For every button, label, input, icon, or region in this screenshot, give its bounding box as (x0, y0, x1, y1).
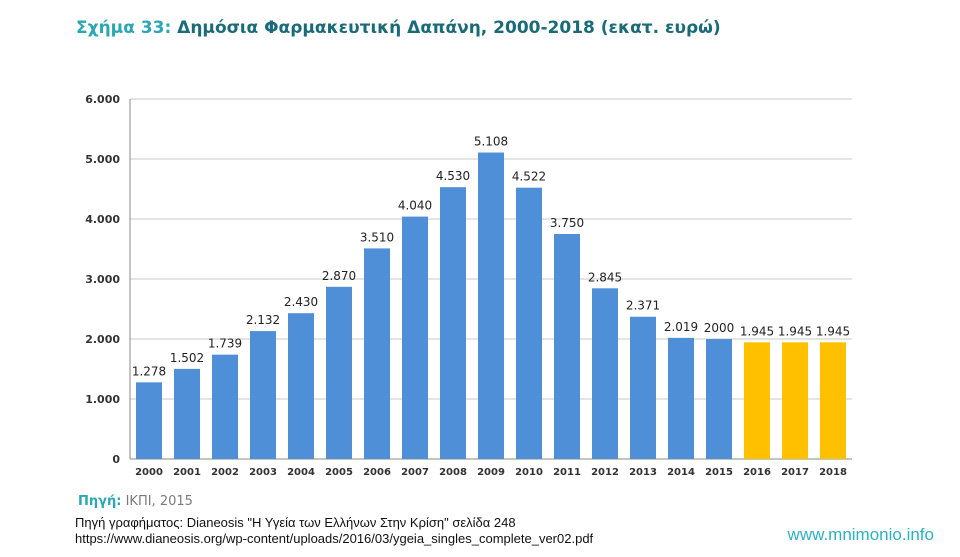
bar-value-label: 2.132 (246, 313, 280, 327)
bar (478, 152, 504, 459)
y-tick-label: 3.000 (85, 273, 120, 286)
bar-value-label: 4.522 (512, 170, 546, 184)
bar-value-label: 1.945 (778, 324, 812, 338)
chart-reference: Πηγή γραφήματος: Dianeosis "Η Υγεία των … (75, 515, 593, 547)
site-watermark: www.mnimonio.info (787, 525, 934, 544)
bar-value-label: 1.739 (208, 337, 242, 351)
x-tick-label: 2018 (819, 467, 847, 478)
x-tick-label: 2003 (249, 467, 277, 478)
bar (326, 286, 352, 459)
bar-value-label: 2.371 (626, 299, 660, 313)
x-tick-label: 2001 (173, 467, 201, 478)
bar-value-label: 3.750 (550, 216, 584, 230)
bar-value-label: 1.502 (170, 351, 204, 365)
y-tick-label: 0 (112, 453, 120, 466)
bar (288, 313, 314, 459)
chart-title: Σχήμα 33: Δημόσια Φαρμακευτική Δαπάνη, 2… (76, 18, 721, 38)
x-tick-label: 2010 (515, 467, 543, 478)
x-tick-label: 2002 (211, 467, 239, 478)
source-line: Πηγή: ΙΚΠΙ, 2015 (78, 494, 193, 509)
y-tick-label: 1.000 (85, 393, 120, 406)
bar (820, 342, 846, 459)
bar (212, 354, 238, 459)
figure-title: Δημόσια Φαρμακευτική Δαπάνη, 2000-2018 (… (177, 18, 721, 38)
bar-value-label: 1.278 (132, 364, 166, 378)
x-tick-label: 2008 (439, 467, 467, 478)
x-tick-label: 2012 (591, 467, 619, 478)
y-tick-label: 4.000 (85, 213, 120, 226)
bar (250, 331, 276, 459)
bar-value-label: 1.945 (816, 324, 850, 338)
bar-value-label: 5.108 (474, 135, 508, 149)
x-tick-label: 2009 (477, 467, 505, 478)
x-tick-label: 2000 (135, 467, 163, 478)
y-tick-label: 2.000 (85, 333, 120, 346)
bar-chart: 0 1.000 2.000 3.000 4.000 5.000 6.000 1.278 2000… (85, 93, 852, 478)
bar (630, 316, 656, 459)
bar-value-label: 2000 (704, 321, 735, 335)
x-tick-label: 2013 (629, 467, 657, 478)
source-label: Πηγή: (78, 494, 122, 509)
x-tick-label: 2014 (667, 467, 695, 478)
bar-value-label: 2.870 (322, 269, 356, 283)
x-tick-label: 2011 (553, 467, 581, 478)
y-tick-label: 6.000 (85, 93, 120, 106)
bar (592, 288, 618, 459)
bar (136, 382, 162, 459)
bar-value-label: 2.430 (284, 295, 318, 309)
bar-value-label: 1.945 (740, 324, 774, 338)
chart-reference-url[interactable]: https://www.dianeosis.org/wp-content/upl… (75, 531, 594, 546)
bar (440, 187, 466, 459)
x-tick-label: 2016 (743, 467, 771, 478)
x-tick-label: 2006 (363, 467, 391, 478)
x-tick-label: 2005 (325, 467, 353, 478)
figure-label: Σχήμα 33: (76, 18, 172, 38)
bar (174, 368, 200, 459)
bar (668, 337, 694, 459)
bar (744, 342, 770, 459)
x-tick-label: 2007 (401, 467, 429, 478)
y-tick-label: 5.000 (85, 153, 120, 166)
source-value: ΙΚΠΙ, 2015 (125, 494, 193, 509)
bar (402, 216, 428, 459)
chart-reference-text: Πηγή γραφήματος: Dianeosis "Η Υγεία των … (75, 515, 516, 530)
x-tick-label: 2015 (705, 467, 733, 478)
bar-value-label: 3.510 (360, 230, 394, 244)
x-tick-label: 2017 (781, 467, 809, 478)
bar (782, 342, 808, 459)
bar (364, 248, 390, 459)
bar (516, 187, 542, 459)
bar-value-label: 2.019 (664, 320, 698, 334)
bar-value-label: 4.040 (398, 199, 432, 213)
bar-value-label: 2.845 (588, 270, 622, 284)
bar (706, 339, 732, 459)
x-tick-label: 2004 (287, 467, 315, 478)
bar (554, 234, 580, 459)
bar-value-label: 4.530 (436, 169, 470, 183)
